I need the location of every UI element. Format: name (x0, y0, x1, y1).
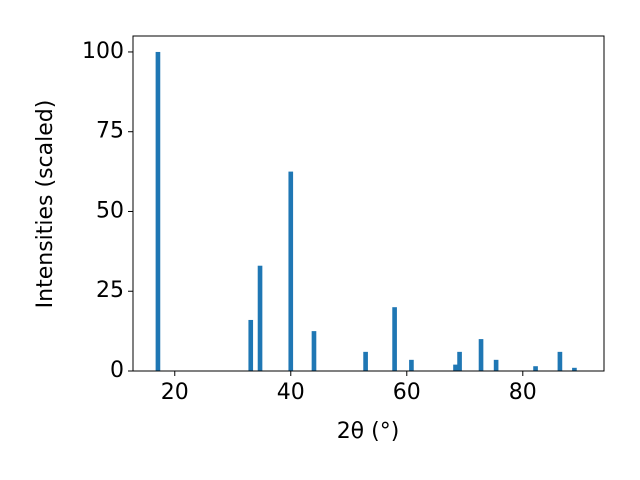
y-tick-label: 100 (82, 39, 124, 64)
bar (457, 351, 462, 371)
y-axis-label: Intensities (scaled) (33, 100, 58, 309)
bar (533, 366, 538, 371)
x-axis-label: 2θ (°) (337, 419, 400, 444)
bar (155, 51, 161, 371)
y-tick-label: 75 (96, 119, 124, 144)
bar (257, 265, 263, 371)
bar (478, 339, 484, 371)
plot-frame (132, 35, 605, 372)
bar (409, 359, 414, 371)
x-tick-label: 60 (393, 380, 421, 405)
bar (453, 364, 458, 371)
bar (363, 351, 368, 371)
bar (392, 307, 397, 371)
x-tick-label: 40 (277, 380, 305, 405)
x-tick-label: 20 (161, 380, 189, 405)
bar (557, 351, 563, 371)
bar (572, 367, 577, 371)
bar (288, 171, 294, 371)
y-tick-label: 50 (96, 198, 124, 223)
y-tick-label: 0 (110, 358, 124, 383)
x-tick-label: 80 (509, 380, 537, 405)
bar (311, 331, 317, 371)
bar (248, 319, 254, 371)
y-tick-label: 25 (96, 278, 124, 303)
bar (493, 359, 499, 371)
